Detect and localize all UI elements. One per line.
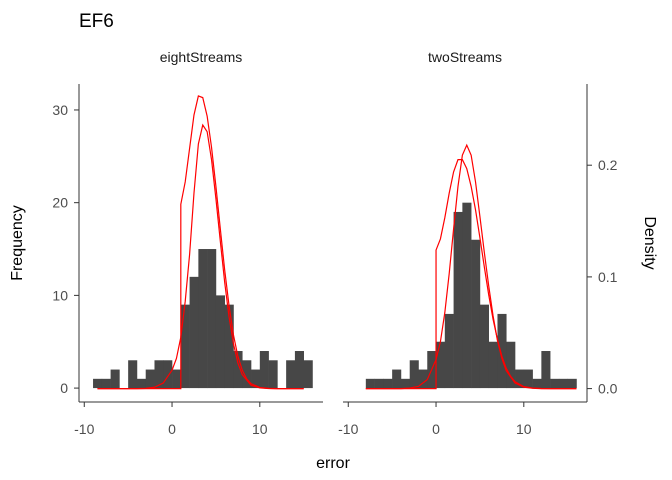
- x-axis-title: error: [316, 455, 350, 472]
- x-tick-label: 0: [432, 421, 440, 437]
- histogram-bar: [93, 378, 103, 389]
- histogram-bar: [444, 313, 454, 389]
- histogram-bar: [418, 369, 428, 389]
- histogram-bar: [233, 351, 243, 389]
- y-right-tick-label: 0.0: [598, 381, 618, 397]
- histogram-bar: [128, 360, 138, 389]
- y-right-tick-label: 0.1: [598, 269, 618, 285]
- density-curves: [97, 95, 304, 390]
- histogram-bar: [136, 378, 147, 389]
- histogram-bar: [462, 202, 472, 389]
- x-tick-label: 10: [252, 421, 268, 437]
- histogram-bar: [436, 341, 446, 389]
- y-axis-right-ticks: 0.0 0.1 0.2: [587, 157, 618, 397]
- histogram-bar: [294, 351, 304, 389]
- histogram-bar: [268, 360, 278, 389]
- histogram-bar: [101, 378, 111, 389]
- histogram-bar: [163, 360, 173, 389]
- y-right-tick-label: 0.2: [598, 157, 618, 173]
- y-tick-label: 10: [52, 287, 68, 303]
- histogram-bar: [497, 313, 507, 389]
- x-axis-ticks: -10 0 10: [74, 402, 268, 437]
- histogram-bar: [506, 341, 516, 389]
- histogram-bar: [110, 369, 120, 389]
- histogram-bars: [93, 249, 313, 389]
- panel-strip-label: eightStreams: [160, 49, 242, 65]
- histogram-bar: [471, 239, 481, 389]
- y-axis-right-title: Density: [641, 216, 658, 269]
- histogram-bar: [198, 249, 208, 389]
- histogram-bar: [479, 304, 489, 389]
- histogram-bar: [409, 360, 419, 389]
- y-axis-left-title: Frequency: [9, 205, 26, 281]
- y-tick-label: 0: [60, 380, 68, 396]
- panel-strip-label: twoStreams: [428, 49, 502, 65]
- histogram-bar: [172, 369, 182, 389]
- histogram-bar: [523, 369, 533, 389]
- histogram-bar: [567, 378, 577, 389]
- x-tick-label: 10: [516, 421, 532, 437]
- histogram-bar: [189, 276, 199, 389]
- panel-twoStreams: twoStreams -10 0 10: [338, 49, 587, 437]
- histogram-bar: [400, 378, 411, 389]
- density-curves: [365, 143, 577, 390]
- histogram-bar: [154, 360, 164, 389]
- histogram-bar: [207, 249, 217, 389]
- density-curve: [97, 123, 304, 390]
- panel-eightStreams: eightStreams -10 0 10: [74, 49, 323, 437]
- histogram-bar: [303, 360, 313, 389]
- density-curve: [365, 143, 577, 390]
- histogram-bar: [558, 378, 568, 389]
- histogram-bar: [532, 378, 542, 389]
- histogram-bar: [392, 369, 402, 389]
- x-tick-label: 0: [168, 421, 176, 437]
- histogram-bar: [180, 304, 190, 389]
- histogram-bar: [259, 351, 269, 389]
- histogram-bar: [488, 341, 498, 389]
- histogram-bar: [374, 378, 384, 389]
- histogram-bar: [215, 295, 225, 389]
- histogram-bar: [242, 360, 252, 389]
- histogram-bar: [145, 369, 155, 389]
- histogram-bar: [453, 211, 463, 389]
- histogram-bar: [383, 378, 393, 389]
- y-tick-label: 30: [52, 102, 68, 118]
- histogram-bar: [224, 304, 234, 389]
- histogram-bar: [251, 369, 261, 389]
- histogram-bar: [515, 369, 525, 389]
- x-axis-ticks: -10 0 10: [338, 402, 532, 437]
- histogram-bar: [550, 378, 560, 389]
- x-tick-label: -10: [74, 421, 94, 437]
- y-axis-left-ticks: 0 10 20 30: [52, 102, 79, 396]
- y-tick-label: 20: [52, 195, 68, 211]
- histogram-bar: [365, 378, 375, 389]
- x-tick-label: -10: [338, 421, 358, 437]
- histogram-bar: [541, 351, 551, 389]
- histogram-bars: [365, 202, 577, 389]
- chart-title: EF6: [79, 11, 114, 32]
- histogram-bar: [286, 360, 296, 389]
